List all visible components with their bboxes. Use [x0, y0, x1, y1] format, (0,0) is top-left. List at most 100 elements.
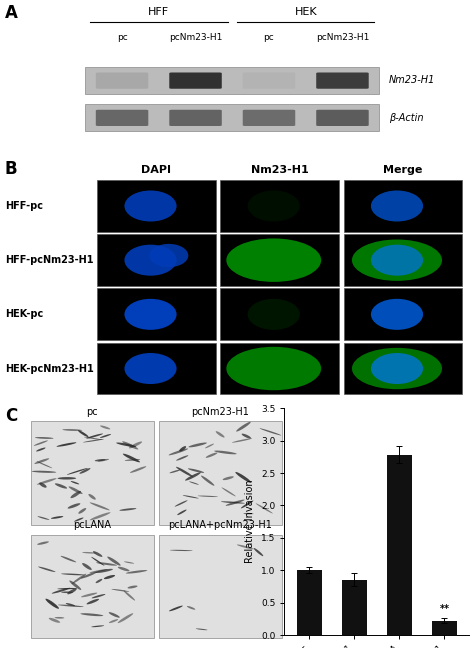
Ellipse shape — [124, 353, 176, 384]
Ellipse shape — [130, 467, 146, 473]
Bar — [97, 343, 216, 395]
Text: **: ** — [439, 605, 449, 614]
Ellipse shape — [118, 613, 133, 623]
Ellipse shape — [104, 575, 115, 579]
FancyBboxPatch shape — [169, 73, 222, 89]
Ellipse shape — [49, 618, 60, 623]
Ellipse shape — [187, 606, 195, 610]
Text: pc: pc — [117, 33, 128, 41]
Text: HFF-pcNm23-H1: HFF-pcNm23-H1 — [5, 255, 93, 265]
Bar — [344, 180, 462, 232]
Ellipse shape — [58, 605, 84, 607]
Ellipse shape — [90, 569, 108, 573]
Ellipse shape — [242, 434, 251, 439]
Ellipse shape — [352, 348, 442, 389]
Ellipse shape — [81, 593, 97, 597]
Bar — [344, 288, 462, 340]
Ellipse shape — [123, 454, 140, 462]
Ellipse shape — [109, 612, 120, 618]
Ellipse shape — [36, 448, 46, 452]
Ellipse shape — [124, 191, 176, 222]
Bar — [220, 343, 339, 395]
Ellipse shape — [371, 353, 423, 384]
Ellipse shape — [188, 469, 204, 473]
Ellipse shape — [352, 240, 442, 281]
Ellipse shape — [119, 508, 137, 511]
Text: HFF-pc: HFF-pc — [5, 201, 43, 211]
Ellipse shape — [34, 458, 49, 464]
Ellipse shape — [55, 617, 64, 619]
Ellipse shape — [169, 448, 188, 456]
Ellipse shape — [170, 470, 181, 473]
Ellipse shape — [32, 470, 56, 473]
Text: HEK: HEK — [294, 8, 317, 17]
Text: pc: pc — [87, 406, 98, 417]
Bar — [31, 421, 154, 525]
Bar — [220, 180, 339, 232]
Ellipse shape — [185, 472, 201, 481]
Ellipse shape — [89, 494, 96, 500]
Ellipse shape — [68, 503, 81, 509]
Ellipse shape — [189, 481, 199, 485]
Ellipse shape — [91, 594, 105, 598]
Ellipse shape — [36, 461, 52, 469]
Ellipse shape — [37, 478, 56, 485]
Ellipse shape — [37, 542, 49, 545]
Ellipse shape — [124, 590, 135, 601]
Ellipse shape — [371, 299, 423, 330]
Ellipse shape — [235, 472, 251, 483]
Ellipse shape — [67, 468, 88, 475]
Ellipse shape — [61, 592, 73, 593]
Text: pcNm23-H1: pcNm23-H1 — [169, 33, 222, 41]
Text: pc: pc — [264, 33, 274, 41]
Ellipse shape — [96, 562, 117, 566]
Ellipse shape — [83, 439, 104, 443]
FancyBboxPatch shape — [243, 73, 295, 89]
Ellipse shape — [247, 191, 300, 222]
Text: pcNm23-H1: pcNm23-H1 — [316, 33, 369, 41]
Bar — [85, 104, 379, 131]
Ellipse shape — [63, 429, 82, 431]
Ellipse shape — [95, 569, 113, 573]
Ellipse shape — [74, 518, 83, 522]
Ellipse shape — [111, 589, 129, 592]
Text: HEK-pc: HEK-pc — [5, 309, 43, 319]
Ellipse shape — [198, 496, 218, 497]
Ellipse shape — [39, 483, 46, 488]
Bar — [97, 180, 216, 232]
Ellipse shape — [57, 588, 77, 589]
Ellipse shape — [227, 347, 321, 390]
Ellipse shape — [371, 191, 423, 222]
Ellipse shape — [86, 434, 103, 439]
Ellipse shape — [78, 508, 86, 514]
Ellipse shape — [56, 443, 76, 446]
Text: HFF: HFF — [148, 8, 169, 17]
Ellipse shape — [129, 441, 142, 448]
Y-axis label: Relative Invasion: Relative Invasion — [246, 480, 255, 564]
Ellipse shape — [236, 422, 251, 432]
Ellipse shape — [100, 426, 110, 430]
FancyBboxPatch shape — [96, 110, 148, 126]
Text: Nm23-H1: Nm23-H1 — [251, 165, 309, 176]
Bar — [220, 235, 339, 286]
Ellipse shape — [221, 502, 245, 503]
Bar — [344, 235, 462, 286]
Ellipse shape — [177, 509, 187, 515]
Bar — [344, 343, 462, 395]
Bar — [297, 570, 321, 635]
FancyBboxPatch shape — [316, 73, 369, 89]
Ellipse shape — [176, 467, 193, 477]
Ellipse shape — [124, 299, 176, 330]
Ellipse shape — [109, 619, 118, 623]
Ellipse shape — [247, 299, 300, 330]
Text: HEK-pcNm23-H1: HEK-pcNm23-H1 — [5, 364, 93, 373]
Ellipse shape — [189, 443, 207, 447]
Ellipse shape — [80, 468, 91, 474]
Ellipse shape — [34, 441, 48, 446]
Ellipse shape — [52, 588, 70, 594]
Ellipse shape — [182, 495, 199, 498]
Ellipse shape — [205, 444, 214, 448]
Ellipse shape — [124, 561, 134, 564]
FancyBboxPatch shape — [96, 73, 148, 89]
Ellipse shape — [237, 544, 254, 550]
